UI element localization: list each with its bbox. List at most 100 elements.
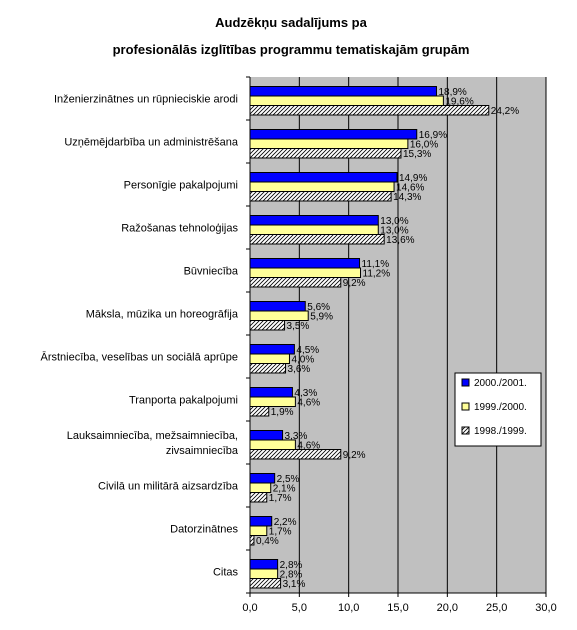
data-label: 11,1%: [362, 259, 390, 270]
legend-label: 1999./2000.: [474, 402, 527, 413]
data-label: 4,5%: [296, 345, 319, 356]
category-label: Ārstniecība, veselības un sociālā aprūpe: [40, 352, 238, 364]
bar: [249, 353, 290, 364]
category-label: Civilā un militārā aizsardzība: [98, 481, 239, 493]
bar: [249, 559, 279, 570]
bar: [249, 473, 276, 484]
x-tick-label: 10,0: [338, 602, 359, 614]
data-label: 1,7%: [269, 527, 292, 538]
bar: [249, 439, 296, 450]
category-label: Māksla, mūzika un horeogrāfija: [86, 309, 239, 321]
bar: [249, 430, 284, 441]
data-label: 16,0%: [410, 140, 438, 151]
bar: [249, 482, 272, 493]
category-label: Tranporta pakalpojumi: [129, 395, 238, 407]
category-label: Citas: [213, 567, 239, 579]
bar: [249, 95, 444, 106]
data-label: 14,9%: [399, 173, 427, 184]
data-label: 13,6%: [386, 235, 414, 246]
chart-title: Audzēkņu sadalījums pa profesionālās izgl…: [113, 15, 470, 57]
data-label: 1,7%: [269, 493, 292, 504]
data-label: 15,3%: [403, 149, 431, 160]
data-label: 3,6%: [288, 364, 311, 375]
data-label: 2,2%: [274, 517, 297, 528]
data-label: 5,6%: [307, 302, 330, 313]
category-label: Uzņēmējdarbība un administrēšana: [64, 137, 239, 149]
bar: [249, 363, 287, 374]
bar: [249, 449, 342, 460]
category-label: Būvniecība: [184, 266, 239, 278]
data-label: 5,9%: [310, 312, 333, 323]
data-label: 2,1%: [273, 484, 296, 495]
category-label: zivsaimniecība: [166, 445, 239, 457]
data-label: 3,5%: [287, 321, 310, 332]
bar: [249, 344, 295, 355]
chart-title-line: profesionālās izglītības programmu temat…: [113, 42, 470, 57]
data-label: 11,2%: [363, 269, 391, 280]
data-label: 3,3%: [285, 431, 308, 442]
bar: [249, 148, 402, 159]
bar: [249, 310, 309, 321]
x-tick-label: 30,0: [535, 602, 556, 614]
category-label: Inženierzinātnes un rūpnieciskie arodi: [54, 94, 238, 106]
data-label: 0,4%: [256, 536, 279, 547]
data-label: 19,6%: [445, 97, 473, 108]
bar: [249, 86, 437, 97]
bar: [249, 406, 270, 417]
data-label: 14,3%: [393, 192, 421, 203]
x-tick-label: 5,0: [292, 602, 307, 614]
legend-swatch: [461, 426, 470, 435]
x-tick-label: 20,0: [437, 602, 458, 614]
bar: [249, 525, 268, 536]
data-label: 2,8%: [280, 570, 303, 581]
legend-swatch: [461, 378, 470, 387]
data-label: 14,6%: [396, 183, 424, 194]
legend-label: 1998./1999.: [474, 426, 527, 437]
x-tick-label: 25,0: [486, 602, 507, 614]
data-label: 1,9%: [271, 407, 294, 418]
data-label: 2,8%: [280, 560, 303, 571]
bar: [249, 138, 409, 149]
data-label: 3,1%: [283, 579, 306, 590]
category-label: Lauksaimniecība, mežsaimniecība,: [67, 430, 238, 442]
bar: [249, 129, 418, 140]
data-label: 9,2%: [343, 450, 366, 461]
data-label: 24,2%: [491, 106, 519, 117]
bar: [249, 267, 362, 278]
data-label: 4,6%: [297, 441, 320, 452]
data-label: 9,2%: [343, 278, 366, 289]
x-tick-label: 0,0: [242, 602, 257, 614]
legend: 2000./2001. 1999./2000. 1998./1999.: [454, 372, 542, 447]
data-label: 2,5%: [277, 474, 300, 485]
bar: [249, 516, 273, 527]
bar: [249, 320, 286, 331]
bar: [249, 535, 255, 546]
bar: [249, 224, 379, 235]
data-label: 4,3%: [294, 388, 317, 399]
bar: [249, 215, 379, 226]
category-label: Ražošanas tehnoloģijas: [121, 222, 238, 235]
data-label: 4,6%: [297, 398, 320, 409]
bar: [249, 258, 361, 269]
x-tick-label: 15,0: [387, 602, 408, 614]
data-label: 4,0%: [291, 355, 314, 366]
data-label: 13,0%: [380, 226, 408, 237]
bar: [249, 492, 268, 503]
bar: [249, 568, 279, 579]
category-label: Datorzinātnes: [170, 524, 238, 536]
legend-label: 2000./2001.: [474, 378, 527, 389]
bar: [249, 277, 342, 288]
bar: [249, 181, 395, 192]
bar: [249, 105, 490, 116]
bar: [249, 578, 282, 589]
plot-area: 18,9%19,6% 24,2% Inženierzinātnes un rūpni…: [40, 76, 557, 614]
bar: [249, 387, 293, 398]
data-label: 18,9%: [438, 87, 466, 98]
data-label: 13,0%: [380, 216, 408, 227]
category-label: Personīgie pakalpojumi: [124, 180, 238, 192]
bar: [249, 191, 392, 202]
chart-title-line: Audzēkņu sadalījums pa: [215, 15, 367, 30]
bar: [249, 301, 306, 312]
bar: [249, 234, 385, 245]
